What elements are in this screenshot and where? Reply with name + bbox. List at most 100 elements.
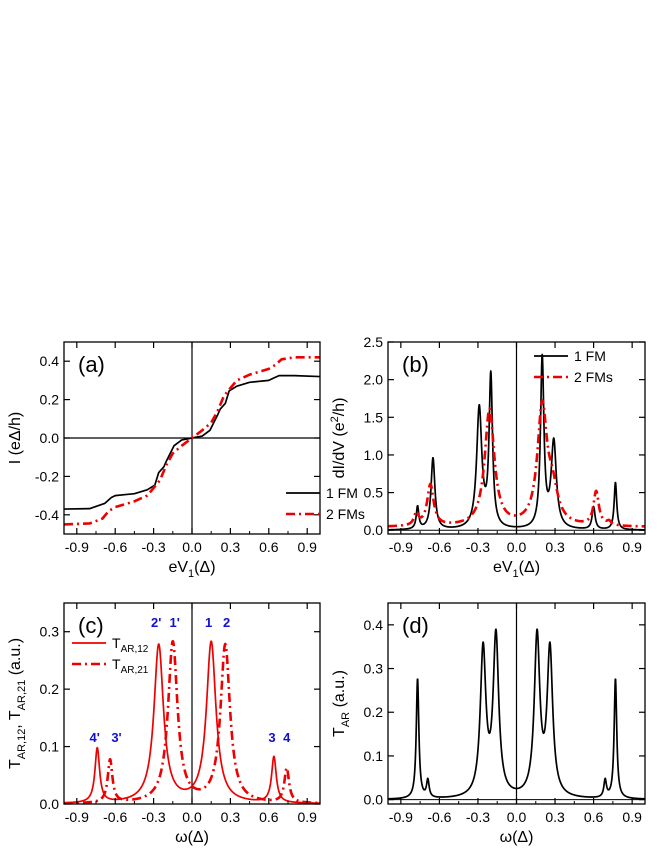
- legend-label-sub: AR,21: [121, 665, 149, 676]
- y-axis-label-main: dI/dV (e: [331, 422, 348, 478]
- panel-d: -0.9 -0.6 -0.3 0.0 0.3 0.6 0.9 0.0 0.1 0.2 0.3 0.4 (…: [331, 602, 646, 846]
- x-tick-label: 0.3: [221, 539, 241, 555]
- y-tick-label: 0.4: [40, 353, 60, 369]
- y-tick-label: 0.0: [364, 792, 384, 808]
- y-axis-label-sub: AR: [340, 712, 352, 727]
- x-tick-label: -0.6: [103, 809, 127, 825]
- x-tick-label: 0.3: [545, 809, 565, 825]
- x-tick-label: -0.3: [466, 539, 490, 555]
- y-tick-label: 1.0: [364, 447, 384, 463]
- x-tick-label: 0.3: [221, 809, 241, 825]
- legend-label-main: T: [112, 635, 121, 651]
- series-line-2: [64, 640, 320, 804]
- panel-label: (a): [78, 352, 105, 377]
- x-tick-label: 0.0: [182, 539, 202, 555]
- y-axis-label-sup: 2: [329, 416, 341, 422]
- x-tick-label: -0.9: [389, 809, 413, 825]
- x-tick-label: 0.0: [182, 809, 202, 825]
- series-line-1: [388, 628, 645, 800]
- peak-label: 2: [223, 615, 230, 630]
- y-tick-label: 0.5: [364, 485, 384, 501]
- y-axis-label-tail: (a.u.): [7, 638, 24, 680]
- legend-label: TAR,21: [112, 656, 149, 676]
- series-line-1: [388, 353, 645, 531]
- peak-label: 2': [151, 615, 161, 630]
- x-tick-label: 0.0: [507, 539, 527, 555]
- y-axis-label-tail: /h): [331, 398, 348, 417]
- peak-label: 1': [170, 615, 180, 630]
- y-tick-label: 0.2: [364, 704, 384, 720]
- y-tick-label: 0.1: [364, 748, 384, 764]
- peak-label: 4: [283, 730, 291, 745]
- legend-label: 2 FMs: [574, 369, 613, 385]
- x-tick-label: 0.6: [259, 539, 279, 555]
- y-tick-label: 0.0: [40, 796, 60, 812]
- legend-label-main: T: [112, 656, 121, 672]
- legend-label: 1 FM: [326, 485, 358, 501]
- panel-b: -0.9 -0.6 -0.3 0.0 0.3 0.6 0.9 0.0 0.5 1.0 1.5 2.0 2…: [329, 334, 646, 580]
- x-tick-label: 0.6: [584, 809, 604, 825]
- legend-label: 2 FMs: [326, 506, 365, 522]
- x-axis-label-main: eV: [493, 559, 513, 576]
- y-tick-label: 0.0: [40, 430, 60, 446]
- y-axis-label-tail: (a.u.): [331, 670, 348, 712]
- y-axis-label-t: T: [331, 727, 348, 737]
- series-line-1: [64, 640, 320, 804]
- x-axis-label-sub: 1: [188, 568, 194, 580]
- x-axis-label: ω(Δ): [175, 829, 209, 846]
- panel-label: (d): [402, 613, 429, 638]
- peak-label: 4': [90, 730, 100, 745]
- x-tick-label: -0.9: [65, 539, 89, 555]
- y-tick-label: -0.2: [35, 468, 59, 484]
- series-line-2: [64, 356, 320, 526]
- y-axis-label: TAR,12, TAR,21 (a.u.): [7, 638, 28, 769]
- x-axis-label: eV1(Δ): [168, 559, 215, 580]
- panel-a: -0.9 -0.6 -0.3 0.0 0.3 0.6 0.9 -0.4 -0.2 0.0 0.2 0.…: [7, 341, 365, 580]
- y-tick-label: 0.2: [40, 681, 60, 697]
- panel-c: -0.9 -0.6 -0.3 0.0 0.3 0.6 0.9 0.0 0.1 0.2 0.3 (c) ω…: [7, 602, 321, 846]
- x-axis-label: eV1(Δ): [493, 559, 540, 580]
- legend-label: 1 FM: [574, 348, 606, 364]
- peak-label: 1: [205, 615, 212, 630]
- y-tick-label: 0.3: [364, 661, 384, 677]
- x-tick-label: -0.3: [466, 809, 490, 825]
- x-tick-label: 0.6: [259, 809, 279, 825]
- x-tick-label: -0.6: [427, 809, 451, 825]
- panel-label: (c): [78, 613, 104, 638]
- y-axis-label: I (eΔ/h): [7, 412, 24, 464]
- y-tick-label: 0.4: [364, 617, 384, 633]
- y-tick-label: 0.2: [40, 392, 60, 408]
- y-tick-label: 0.3: [40, 624, 60, 640]
- x-tick-label: 0.6: [584, 539, 604, 555]
- x-axis-label-tail: (Δ): [519, 559, 540, 576]
- x-axis-label-tail: (Δ): [194, 559, 215, 576]
- y-axis-label: dI/dV (e2/h): [329, 398, 348, 479]
- legend: 1 FM 2 FMs: [286, 485, 365, 522]
- y-axis-label-s2: AR,21: [16, 680, 28, 711]
- y-axis-label-t1: T: [7, 759, 24, 769]
- x-tick-label: -0.9: [389, 539, 413, 555]
- y-tick-label: 2.0: [364, 372, 384, 388]
- x-tick-label: 0.0: [507, 809, 527, 825]
- peak-label: 3: [268, 730, 275, 745]
- x-tick-label: -0.3: [142, 539, 166, 555]
- y-axis-label-s1: AR,12: [16, 729, 28, 760]
- x-tick-label: 0.9: [297, 809, 317, 825]
- x-tick-label: -0.6: [103, 539, 127, 555]
- x-tick-label: 0.3: [545, 539, 565, 555]
- y-axis-label-sep: , T: [7, 710, 24, 729]
- y-tick-label: 1.5: [364, 409, 384, 425]
- x-tick-label: 0.9: [297, 539, 317, 555]
- x-tick-label: 0.9: [622, 539, 642, 555]
- y-tick-label: 2.5: [364, 334, 384, 350]
- y-tick-label: 0.1: [40, 739, 60, 755]
- panel-label: (b): [402, 352, 429, 377]
- legend-label: TAR,12: [112, 635, 149, 655]
- legend: 1 FM 2 FMs: [534, 348, 613, 385]
- x-tick-label: -0.6: [427, 539, 451, 555]
- y-axis-label: TAR (a.u.): [331, 670, 352, 737]
- peak-label: 3': [111, 730, 121, 745]
- x-axis-label-sub: 1: [513, 568, 519, 580]
